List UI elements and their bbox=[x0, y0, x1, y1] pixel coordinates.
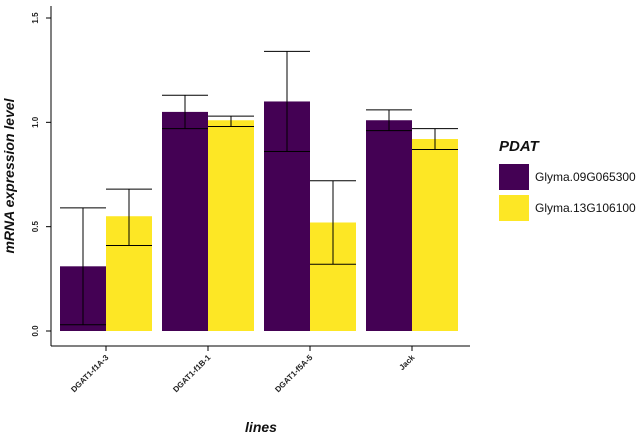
legend-label-series-2: Glyma.13G106100 bbox=[535, 201, 636, 215]
legend-label-series-1: Glyma.09G065300 bbox=[535, 170, 636, 184]
y-axis-title: mRNA expression level bbox=[1, 97, 17, 253]
error-bars-layer bbox=[60, 50, 458, 326]
x-tick-label-2: DGAT1-f1B-1 bbox=[171, 353, 213, 395]
x-tick-label-3: DGAT1-f5A-5 bbox=[273, 353, 315, 395]
bars-layer bbox=[60, 101, 458, 332]
y-tick-label-1: 0.0 bbox=[31, 325, 40, 337]
x-axis-title: lines bbox=[245, 419, 277, 435]
bar-1-2 bbox=[162, 111, 208, 332]
y-tick-label-3: 1.0 bbox=[31, 116, 40, 128]
bar-2-2 bbox=[208, 120, 254, 331]
y-tick-label-4: 1.5 bbox=[31, 12, 40, 24]
x-tick-label-4: Jack bbox=[397, 353, 416, 372]
legend-swatch-series-1 bbox=[499, 164, 529, 190]
legend-title: PDAT bbox=[499, 138, 541, 155]
legend-swatch-series-2 bbox=[499, 195, 529, 221]
x-ticks-layer: DGAT1-f1A-3 DGAT1-f1B-1 DGAT1-f5A-5 Jack bbox=[69, 346, 417, 394]
x-tick-label-1: DGAT1-f1A-3 bbox=[69, 353, 111, 395]
y-ticks-layer: 0.0 0.5 1.0 1.5 bbox=[31, 12, 51, 337]
bar-2-4 bbox=[412, 139, 458, 331]
bar-1-4 bbox=[366, 120, 412, 331]
legend: PDAT Glyma.09G065300 Glyma.13G106100 bbox=[499, 138, 636, 221]
y-tick-label-2: 0.5 bbox=[31, 221, 40, 233]
